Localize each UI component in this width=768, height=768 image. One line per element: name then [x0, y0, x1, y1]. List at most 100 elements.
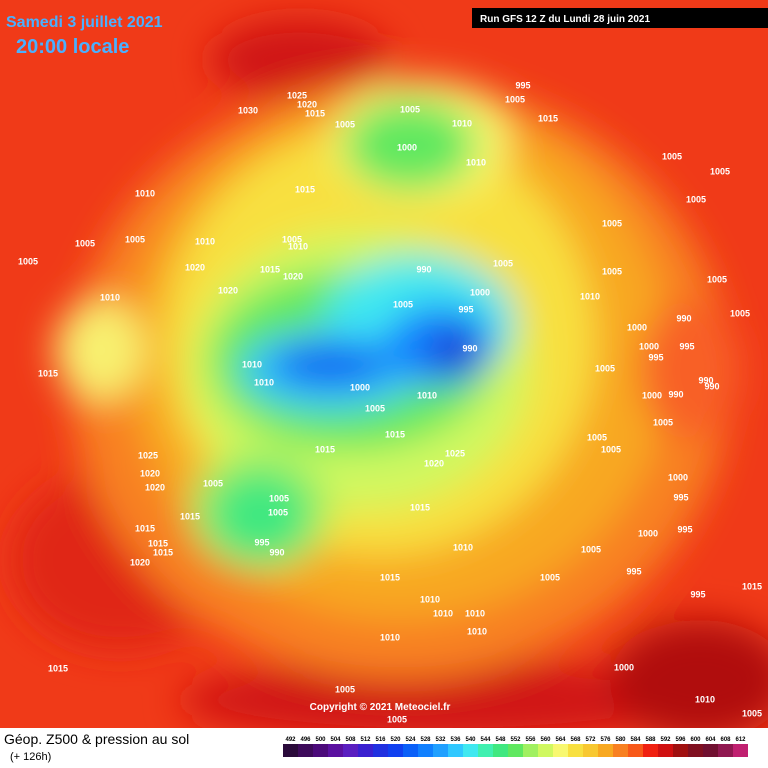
- colorbar-label: 496: [300, 737, 311, 743]
- colorbar-label: 560: [540, 737, 551, 743]
- isobar-label: 1005: [282, 234, 302, 244]
- isobar-label: 1015: [295, 184, 315, 194]
- valid-time: 20:00 locale: [16, 36, 129, 58]
- colorbar-label: 508: [345, 737, 356, 743]
- isobar-label: 1005: [335, 684, 355, 694]
- color-swatch: [328, 744, 343, 757]
- color-swatch: [433, 744, 448, 757]
- isobar-label: 1005: [75, 238, 95, 248]
- geopotential-field: [0, 0, 768, 740]
- colorbar-label: 580: [615, 737, 626, 743]
- run-banner: [472, 8, 768, 28]
- isobar-label: 995: [673, 492, 688, 502]
- colorbar-label: 612: [735, 737, 746, 743]
- isobar-label: 1005: [493, 258, 513, 268]
- isobar-label: 1020: [424, 458, 444, 468]
- isobar-label: 1025: [445, 448, 465, 458]
- color-swatch: [568, 744, 583, 757]
- colorbar-label: 536: [450, 737, 461, 743]
- color-swatch: [688, 744, 703, 757]
- color-swatch: [373, 744, 388, 757]
- isobar-label: 1010: [288, 241, 308, 251]
- color-swatch: [658, 744, 673, 757]
- isobar-label: 1005: [540, 572, 560, 582]
- color-swatch: [463, 744, 478, 757]
- isobar-label: 1005: [730, 308, 750, 318]
- isobar-label: 990: [704, 381, 719, 391]
- isobar-label: 995: [679, 341, 694, 351]
- isobar-label: 1005: [125, 234, 145, 244]
- isobar-label: 1005: [595, 363, 615, 373]
- isobar-label: 1000: [642, 390, 662, 400]
- isobar-label: 1010: [242, 359, 262, 369]
- isobar-label: 1015: [148, 538, 168, 548]
- isobar-label: 1015: [538, 113, 558, 123]
- colorbar-label: 500: [315, 737, 326, 743]
- isobar-label: 1000: [627, 322, 647, 332]
- isobar-label: 1015: [48, 663, 68, 673]
- isobar-label: 1010: [254, 377, 274, 387]
- color-swatch: [733, 744, 748, 757]
- isobar-label: 1010: [195, 236, 215, 246]
- colorbar-label: 504: [330, 737, 341, 743]
- color-swatch: [478, 744, 493, 757]
- isobar-label: 1015: [742, 581, 762, 591]
- isobar-label: 1005: [602, 218, 622, 228]
- colorbar-label: 540: [465, 737, 476, 743]
- isobar-label: 1015: [385, 429, 405, 439]
- isobar-label: 1025: [138, 450, 158, 460]
- colorbar-label: 512: [360, 737, 371, 743]
- isobar-label: 1010: [135, 188, 155, 198]
- isobar-label: 1015: [153, 547, 173, 557]
- isobar-label: 1005: [269, 493, 289, 503]
- isobar-label: 1000: [639, 341, 659, 351]
- color-swatch: [718, 744, 733, 757]
- color-swatch: [508, 744, 523, 757]
- colorbar-label: 596: [675, 737, 686, 743]
- colorbar-label: 588: [645, 737, 656, 743]
- isobar-label: 1000: [638, 528, 658, 538]
- colorbar-label: 492: [285, 737, 296, 743]
- isobar-label: 1005: [400, 104, 420, 114]
- color-swatch: [448, 744, 463, 757]
- isobar-label: 1020: [130, 557, 150, 567]
- isobar-label: 1015: [315, 444, 335, 454]
- isobar-label: 1005: [18, 256, 38, 266]
- isobar-label: 995: [648, 352, 663, 362]
- isobar-label: 1005: [581, 544, 601, 554]
- isobar-label: 1020: [218, 285, 238, 295]
- isobar-label: 1000: [614, 662, 634, 672]
- isobar-label: 1010: [466, 157, 486, 167]
- color-swatch: [403, 744, 418, 757]
- isobar-label: 1015: [135, 523, 155, 533]
- colorbar-label: 556: [525, 737, 536, 743]
- isobar-label: 1015: [410, 502, 430, 512]
- color-swatch: [553, 744, 568, 757]
- color-swatch: [313, 744, 328, 757]
- isobar-label: 1000: [470, 287, 490, 297]
- isobar-label: 1005: [587, 432, 607, 442]
- isobar-label: 1010: [695, 694, 715, 704]
- color-swatch: [343, 744, 358, 757]
- isobar-label: 1010: [452, 118, 472, 128]
- isobar-label: 1005: [686, 194, 706, 204]
- colorbar-label: 608: [720, 737, 731, 743]
- isobar-label: 1005: [365, 403, 385, 413]
- colorbar-label: 576: [600, 737, 611, 743]
- isobar-label: 1020: [297, 99, 317, 109]
- isobar-label: 1010: [467, 626, 487, 636]
- color-swatch: [628, 744, 643, 757]
- color-swatch: [283, 744, 298, 757]
- isobar-label: 1015: [38, 368, 58, 378]
- isobar-label: 995: [254, 537, 269, 547]
- colorbar-label: 516: [375, 737, 386, 743]
- isobar-label: 1000: [350, 382, 370, 392]
- isobar-label: 1010: [433, 608, 453, 618]
- isobar-label: 995: [515, 80, 530, 90]
- isobar-label: 1010: [580, 291, 600, 301]
- color-swatch: [358, 744, 373, 757]
- isobar-label: 1015: [180, 511, 200, 521]
- isobar-label: 1015: [305, 108, 325, 118]
- run-info: Run GFS 12 Z du Lundi 28 juin 2021: [480, 14, 650, 25]
- legend-lead: (+ 126h): [10, 751, 51, 763]
